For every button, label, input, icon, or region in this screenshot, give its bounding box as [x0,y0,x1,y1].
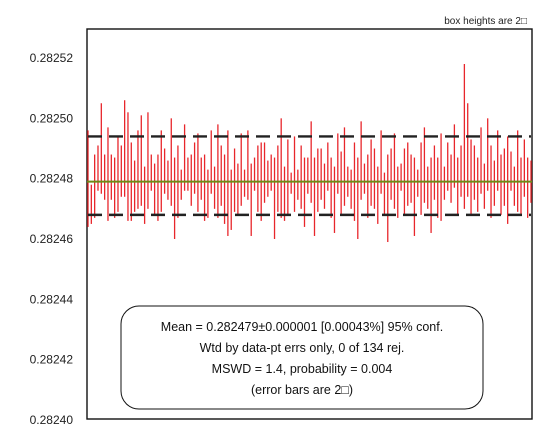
y-axis: 0.28252 0.28250 0.28248 0.28246 0.28244 … [30,51,74,427]
y-tick-label: 0.28250 [30,111,74,125]
stats-box: Mean = 0.282479±0.000001 [0.00043%] 95% … [120,305,484,410]
stats-error-bars: (error bars are 2□) [251,383,353,397]
error-bars [87,64,532,243]
stats-mswd: MSWD = 1.4, probability = 0.004 [212,362,393,376]
y-tick-label: 0.28246 [30,232,74,246]
stats-box-border [120,305,484,410]
box-heights-note: box heights are 2□ [444,16,527,27]
y-tick-label: 0.28244 [30,292,74,306]
stats-weighting: Wtd by data-pt errs only, 0 of 134 rej. [200,341,405,355]
plot-frame [86,28,533,420]
stats-mean: Mean = 0.282479±0.000001 [0.00043%] 95% … [161,320,443,334]
y-tick-label: 0.28252 [30,51,74,65]
y-tick-label: 0.28240 [30,413,74,427]
y-tick-label: 0.28242 [30,353,74,367]
y-tick-label: 0.28248 [30,172,74,186]
